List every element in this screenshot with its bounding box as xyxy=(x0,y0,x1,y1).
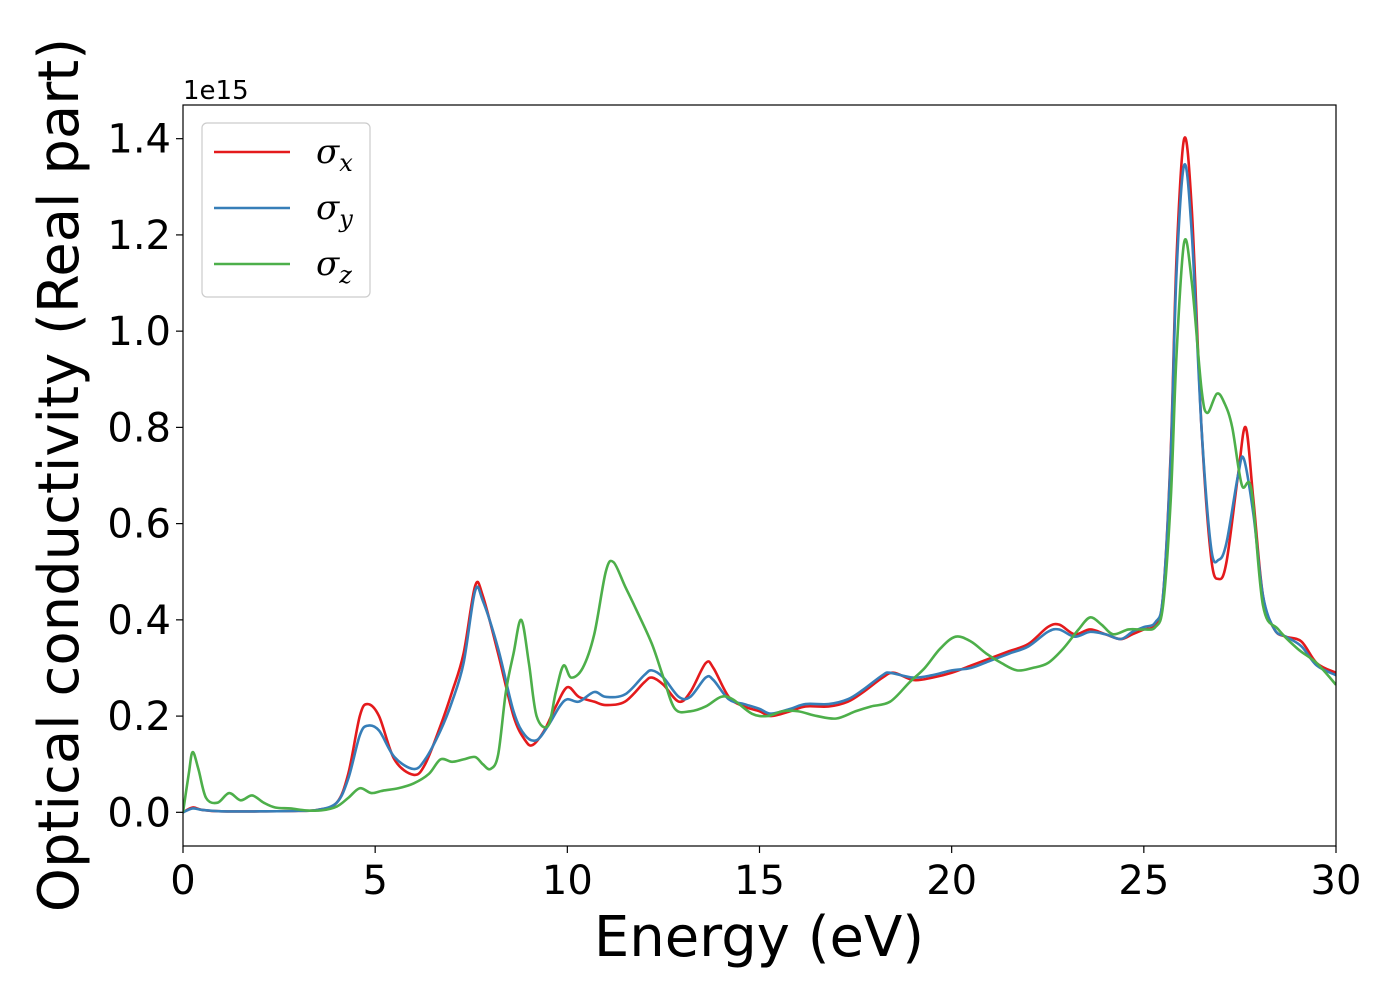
x-tick-label: 5 xyxy=(362,858,387,904)
y-offset-label: 1e15 xyxy=(183,76,249,106)
y-tick-label: 0.4 xyxy=(107,598,171,644)
y-tick-label: 0.6 xyxy=(107,502,171,548)
x-tick-label: 20 xyxy=(926,858,977,904)
plot-lines xyxy=(183,136,1336,814)
y-tick-label: 0.0 xyxy=(107,790,171,836)
series-line-y xyxy=(183,163,1336,814)
y-tick-label: 0.2 xyxy=(107,694,171,740)
legend-box xyxy=(201,122,371,298)
y-tick-label: 1.2 xyxy=(107,213,171,259)
y-tick-label: 0.8 xyxy=(107,405,171,451)
x-tick-label: 10 xyxy=(542,858,593,904)
x-tick-label: 15 xyxy=(734,858,785,904)
y-axis: 0.0 0.2 0.4 0.6 0.8 1.0 1.2 1.4 xyxy=(107,117,183,836)
y-tick-label: 1.0 xyxy=(107,309,171,355)
y-tick-label: 1.4 xyxy=(107,117,171,163)
x-tick-label: 30 xyxy=(1311,858,1362,904)
x-axis-label: Energy (eV) xyxy=(594,905,924,970)
x-tick-label: 25 xyxy=(1118,858,1169,904)
y-axis-label: Optical conductivity (Real part) xyxy=(27,38,92,912)
series-line-z xyxy=(183,238,1336,813)
x-axis: 0 5 10 15 20 25 30 xyxy=(170,846,1361,904)
x-tick-label: 0 xyxy=(170,858,195,904)
